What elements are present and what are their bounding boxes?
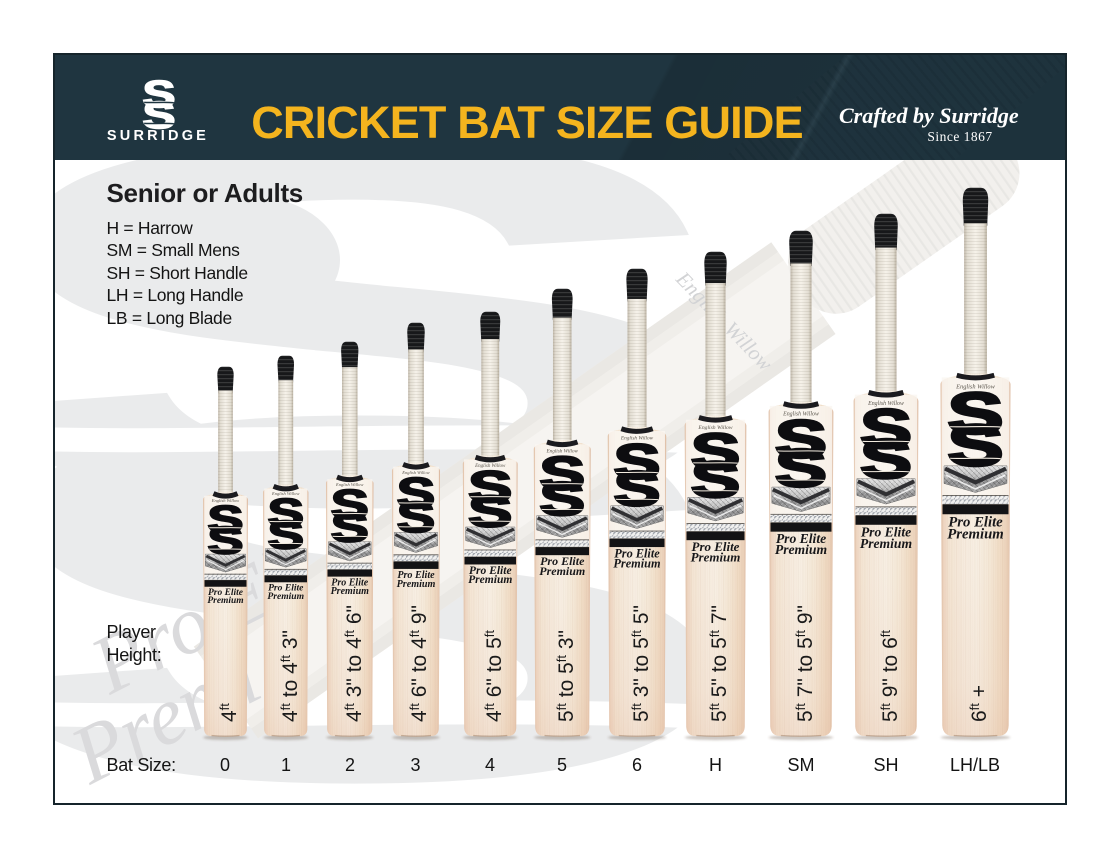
svg-text:S: S [860,429,912,490]
svg-text:Pro Elite: Pro Elite [614,546,660,560]
svg-text:S: S [691,450,741,508]
svg-text:S: S [614,434,661,489]
svg-text:Pro Elite: Pro Elite [948,514,1003,530]
svg-text:Premium: Premium [539,564,585,578]
svg-text:S: S [468,486,512,536]
svg-text:English Willow: English Willow [867,401,904,407]
svg-text:English Willow: English Willow [955,383,995,390]
svg-text:English Willow: English Willow [620,436,654,442]
svg-text:Pro Elite: Pro Elite [208,588,243,598]
svg-text:S: S [775,439,827,499]
svg-text:English Willow: English Willow [210,498,238,503]
svg-text:English Willow: English Willow [474,464,506,469]
svg-text:S: S [539,473,585,525]
svg-text:English Willow: English Willow [401,470,429,475]
svg-text:English Willow: English Willow [697,425,732,431]
svg-text:S: S [142,74,175,116]
svg-text:S: S [268,490,305,535]
svg-text:Premium: Premium [207,596,243,606]
svg-text:S: S [142,95,175,137]
svg-text:S: S [775,409,827,469]
svg-text:S: S [468,462,512,512]
svg-text:S: S [691,422,741,480]
svg-text:Premium: Premium [268,591,305,602]
svg-text:S: S [396,469,435,518]
svg-text:Pro Elite: Pro Elite [776,531,826,546]
svg-text:Pro Elite: Pro Elite [540,554,585,568]
svg-text:Premium: Premium [775,542,827,557]
svg-text:Pro Elite: Pro Elite [268,583,304,594]
svg-text:S: S [396,493,435,542]
svg-text:Premium: Premium [331,586,370,597]
svg-text:S: S [539,448,585,500]
svg-text:Pro Elite: Pro Elite [397,570,435,581]
svg-text:Premium: Premium [947,526,1003,542]
svg-text:Pro Elite: Pro Elite [469,565,512,577]
svg-text:Premium: Premium [691,550,741,565]
svg-text:S: S [860,399,912,460]
svg-text:S: S [947,414,1003,478]
svg-text:Premium: Premium [613,557,660,571]
svg-text:Premium: Premium [396,579,435,590]
svg-text:English Willow: English Willow [335,482,363,487]
svg-text:S: S [207,519,243,563]
svg-text:S: S [331,481,369,528]
svg-text:Premium: Premium [860,536,912,551]
svg-text:Premium: Premium [468,574,512,586]
svg-text:S: S [331,504,369,551]
svg-text:Pro Elite: Pro Elite [692,539,740,554]
svg-text:S: S [614,461,661,516]
svg-text:S: S [268,512,305,557]
svg-text:Pro Elite: Pro Elite [861,524,911,539]
svg-text:S: S [207,498,243,542]
svg-text:Pro Elite: Pro Elite [332,577,370,588]
svg-text:English Willow: English Willow [782,412,819,418]
svg-text:S: S [947,382,1003,446]
svg-text:English Willow: English Willow [271,491,299,496]
svg-text:English Willow: English Willow [545,448,578,454]
